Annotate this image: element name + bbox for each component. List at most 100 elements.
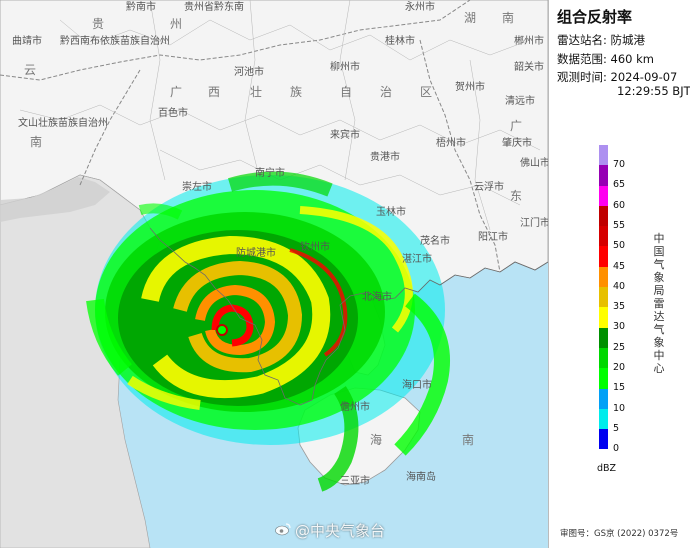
- city-wuzhou: 梧州市: [436, 136, 466, 149]
- legend-swatch: [599, 226, 608, 247]
- weibo-icon: [275, 523, 291, 536]
- city-qiandongnan: 贵州省黔东南: [184, 0, 244, 13]
- province-char-guang: 广: [170, 85, 184, 99]
- city-haikou: 海口市: [402, 378, 432, 391]
- province-char-zi: 自: [340, 85, 354, 99]
- city-liuzhou: 柳州市: [330, 60, 360, 73]
- coastline: [149, 227, 548, 406]
- range-value: 460 km: [610, 52, 654, 66]
- watermark: @中央气象台: [295, 522, 386, 540]
- legend-swatch: [599, 388, 608, 409]
- city-beihai: 北海市: [362, 290, 392, 303]
- legend-swatch: [599, 347, 608, 369]
- legend-tick-label: 30: [613, 321, 626, 333]
- city-maoming: 茂名市: [420, 234, 450, 247]
- province-char-zu: 族: [290, 85, 304, 99]
- city-yangjiang: 阳江市: [478, 230, 508, 243]
- legend-tick-label: 10: [613, 402, 626, 414]
- city-chenzhou: 郴州市: [514, 34, 544, 47]
- legend-swatch: [599, 429, 608, 450]
- range-label: 数据范围:: [557, 52, 607, 66]
- time-label: 观测时间:: [557, 70, 607, 84]
- province-char-yun: 云: [24, 63, 38, 77]
- legend-swatch: [599, 205, 608, 227]
- city-sanya: 三亚市: [340, 474, 370, 487]
- city-qingyuan: 清远市: [505, 94, 535, 107]
- legend-tick-label: 65: [613, 179, 626, 191]
- province-labels: 贵 州 云 南 广 西 壮 族 自 治 区 湖 南 广 东 海 南: [24, 10, 524, 447]
- city-jiangmen: 江门市: [520, 216, 548, 229]
- city-foshan: 佛山市: [520, 156, 548, 169]
- city-yunfu: 云浮市: [474, 180, 504, 193]
- city-hezhou: 贺州市: [455, 80, 485, 93]
- legend-tick-label: 40: [613, 280, 626, 292]
- panel-title: 组合反射率: [557, 8, 633, 26]
- legend-tick-label: 0: [613, 443, 620, 455]
- city-qinzhou: 钦州市: [300, 240, 330, 253]
- city-qujing: 曲靖市: [12, 34, 42, 47]
- legend-swatch: [599, 368, 608, 389]
- radar-center-name: 中国气象局雷达气象中心: [653, 232, 665, 375]
- city-guigang: 贵港市: [370, 150, 400, 163]
- legend-tick-label: 25: [613, 341, 626, 353]
- province-char-nan: 南: [30, 134, 44, 149]
- city-guilin: 桂林市: [385, 34, 415, 47]
- legend-swatch: [599, 165, 608, 186]
- city-baise: 百色市: [158, 106, 188, 119]
- city-wenshan: 文山壮族苗族自治州: [18, 116, 108, 129]
- province-char-hu: 湖: [464, 10, 478, 25]
- province-char-zhuang: 壮: [250, 85, 264, 99]
- legend-swatch: [599, 327, 608, 348]
- city-chongzuo: 崇左市: [182, 180, 212, 193]
- city-hechi: 河池市: [234, 65, 264, 78]
- legend-tick-label: 50: [613, 240, 626, 252]
- province-char-zhi: 治: [380, 85, 394, 99]
- legend-swatch: [599, 145, 608, 166]
- color-legend: [599, 145, 608, 450]
- map-approval-number: 审图号：GS京 (2022) 0372号: [560, 529, 679, 539]
- legend-swatch: [599, 307, 608, 328]
- station-value: 防城港: [610, 33, 646, 47]
- city-shaoguan: 韶关市: [514, 60, 544, 73]
- city-qianxinan: 黔西南布依族苗族自治州: [60, 34, 170, 47]
- city-hainan-island: 海南岛: [406, 470, 436, 483]
- legend-tick-label: 60: [613, 199, 626, 211]
- time-clock: 12:29:55 BJT: [617, 84, 690, 98]
- time-date: 2024-09-07: [610, 70, 678, 84]
- radar-map-canvas: 曲靖市 黔西南布依族苗族自治州 黔南市 贵州省黔东南 桂林市 永州市 郴州市 韶…: [0, 0, 548, 548]
- city-zhanjiang: 湛江市: [402, 252, 432, 265]
- province-char-zhou: 州: [170, 17, 184, 31]
- time-row: 观测时间: 2024-09-07: [557, 69, 677, 85]
- station-row: 雷达站名: 防城港: [557, 32, 645, 48]
- terrain-shade: [0, 177, 110, 222]
- radar-map[interactable]: 曲靖市 黔西南布依族苗族自治州 黔南市 贵州省黔东南 桂林市 永州市 郴州市 韶…: [0, 0, 548, 548]
- legend-tick-label: 55: [613, 219, 626, 231]
- legend-tick-label: 45: [613, 260, 626, 272]
- city-yongzhou: 永州市: [405, 0, 435, 13]
- city-laibin: 来宾市: [330, 128, 360, 141]
- city-fangchenggang: 防城港市: [236, 246, 276, 259]
- province-char-xi: 西: [208, 85, 222, 99]
- city-zhaoqing: 肇庆市: [502, 136, 532, 149]
- city-labels: 曲靖市 黔西南布依族苗族自治州 黔南市 贵州省黔东南 桂林市 永州市 郴州市 韶…: [12, 0, 548, 487]
- province-char-qu: 区: [420, 85, 434, 99]
- city-yulin: 玉林市: [376, 205, 406, 218]
- legend-tick-label: 15: [613, 382, 626, 394]
- legend-swatch: [599, 185, 608, 206]
- city-qiannan: 黔南市: [126, 0, 156, 13]
- province-char-guang2: 广: [510, 119, 524, 133]
- legend-tick-label: 5: [613, 422, 620, 434]
- legend-swatch: [599, 287, 608, 308]
- province-char-nan3: 南: [462, 432, 476, 447]
- province-char-hai: 海: [370, 432, 384, 447]
- station-label: 雷达站名:: [557, 33, 607, 47]
- province-borders: [0, 0, 501, 273]
- province-char-dong: 东: [510, 189, 524, 203]
- legend-tick-label: 20: [613, 362, 626, 373]
- legend-tick-label: 70: [613, 159, 626, 170]
- radar-echo: [86, 171, 450, 492]
- city-danzhou: 儋州市: [340, 400, 370, 413]
- legend-swatch: [599, 246, 608, 267]
- legend-swatch: [599, 266, 608, 288]
- province-char-gui: 贵: [92, 17, 106, 31]
